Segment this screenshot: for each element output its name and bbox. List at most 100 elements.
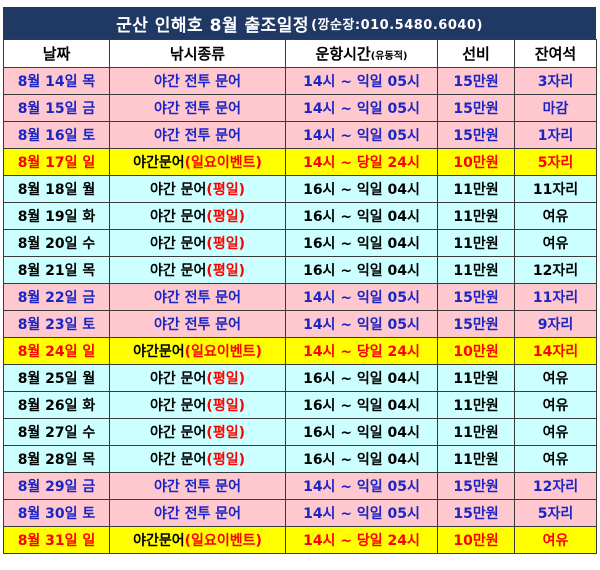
time-cell: 16시 ~ 익일 04시	[285, 391, 438, 419]
time-cell: 16시 ~ 익일 04시	[285, 175, 438, 203]
fishing-type-label: 야간 전투 문어	[153, 290, 242, 306]
date-cell: 8월 24일 일	[3, 337, 110, 365]
header-row: 날짜 낚시종류 운항시간(유동적) 선비 잔여석	[3, 39, 597, 68]
seats-cell: 12자리	[514, 256, 597, 284]
fishing-type-tag: (평일)	[206, 209, 245, 225]
fishing-type-tag: (일요이벤트)	[184, 344, 262, 360]
fishing-type-label: 야간 문어	[150, 263, 207, 279]
fishing-type-cell: 야간 문어(평일)	[109, 391, 286, 419]
fishing-type-tag: (일요이벤트)	[184, 533, 262, 549]
fee-cell: 15만원	[437, 283, 515, 311]
fishing-type-cell: 야간문어(일요이벤트)	[109, 526, 286, 554]
fishing-type-tag: (평일)	[206, 182, 245, 198]
table-row: 8월 24일 일 야간문어(일요이벤트) 14시 ~ 당일 24시 10만원 14자리	[3, 337, 597, 365]
seats-cell: 11자리	[514, 283, 597, 311]
fishing-type-label: 야간 문어	[150, 398, 207, 414]
date-cell: 8월 31일 일	[3, 526, 110, 554]
schedule-sheet: 군산 인해호 8월 출조일정 (깡순장:010.5480.6040) 날짜 낚시…	[3, 7, 597, 554]
date-cell: 8월 27일 수	[3, 418, 110, 446]
table-row: 8월 31일 일 야간문어(일요이벤트) 14시 ~ 당일 24시 10만원 여유	[3, 526, 597, 554]
table-row: 8월 26일 화 야간 문어(평일) 16시 ~ 익일 04시 11만원 여유	[3, 391, 597, 419]
fee-cell: 15만원	[437, 121, 515, 149]
table-row: 8월 21일 목 야간 문어(평일) 16시 ~ 익일 04시 11만원 12자리	[3, 256, 597, 284]
fishing-type-cell: 야간문어(일요이벤트)	[109, 148, 286, 176]
seats-cell: 5자리	[514, 499, 597, 527]
fee-cell: 11만원	[437, 256, 515, 284]
fishing-type-label: 야간문어	[133, 344, 185, 360]
seats-cell: 여유	[514, 391, 597, 419]
fee-cell: 11만원	[437, 391, 515, 419]
fee-cell: 11만원	[437, 364, 515, 392]
fishing-type-cell: 야간 문어(평일)	[109, 256, 286, 284]
fee-cell: 10만원	[437, 337, 515, 365]
fishing-type-cell: 야간 전투 문어	[109, 283, 286, 311]
time-cell: 14시 ~ 당일 24시	[285, 337, 438, 365]
date-cell: 8월 22일 금	[3, 283, 110, 311]
title-text: 군산 인해호 8월 출조일정	[116, 15, 310, 36]
fishing-type-label: 야간 문어	[150, 452, 207, 468]
fishing-type-cell: 야간문어(일요이벤트)	[109, 337, 286, 365]
fishing-type-tag: (평일)	[206, 398, 245, 414]
header-fee: 선비	[437, 39, 515, 68]
fishing-type-cell: 야간 전투 문어	[109, 310, 286, 338]
fishing-type-cell: 야간 전투 문어	[109, 94, 286, 122]
fishing-type-cell: 야간 전투 문어	[109, 499, 286, 527]
table-row: 8월 19일 화 야간 문어(평일) 16시 ~ 익일 04시 11만원 여유	[3, 202, 597, 230]
fishing-type-cell: 야간 전투 문어	[109, 472, 286, 500]
fishing-type-label: 야간문어	[133, 533, 185, 549]
header-time-note: (유동적)	[370, 51, 408, 62]
table-row: 8월 25일 월 야간 문어(평일) 16시 ~ 익일 04시 11만원 여유	[3, 364, 597, 392]
date-cell: 8월 16일 토	[3, 121, 110, 149]
fishing-type-label: 야간 전투 문어	[153, 317, 242, 333]
fishing-type-tag: (평일)	[206, 371, 245, 387]
date-cell: 8월 20일 수	[3, 229, 110, 257]
fishing-type-label: 야간 문어	[150, 182, 207, 198]
time-cell: 14시 ~ 익일 05시	[285, 67, 438, 95]
contact-text: (깡순장:010.5480.6040)	[311, 17, 483, 33]
fishing-type-label: 야간 문어	[150, 209, 207, 225]
fishing-type-tag: (평일)	[206, 425, 245, 441]
date-cell: 8월 29일 금	[3, 472, 110, 500]
fee-cell: 11만원	[437, 445, 515, 473]
time-cell: 16시 ~ 익일 04시	[285, 364, 438, 392]
seats-cell: 14자리	[514, 337, 597, 365]
time-cell: 14시 ~ 익일 05시	[285, 283, 438, 311]
date-cell: 8월 30일 토	[3, 499, 110, 527]
time-cell: 16시 ~ 익일 04시	[285, 256, 438, 284]
fee-cell: 11만원	[437, 202, 515, 230]
seats-cell: 여유	[514, 418, 597, 446]
table-row: 8월 17일 일 야간문어(일요이벤트) 14시 ~ 당일 24시 10만원 5자리	[3, 148, 597, 176]
fishing-type-label: 야간 전투 문어	[153, 479, 242, 495]
fee-cell: 15만원	[437, 310, 515, 338]
fishing-type-tag: (평일)	[206, 236, 245, 252]
fee-cell: 10만원	[437, 148, 515, 176]
table-row: 8월 20일 수 야간 문어(평일) 16시 ~ 익일 04시 11만원 여유	[3, 229, 597, 257]
date-cell: 8월 15일 금	[3, 94, 110, 122]
date-cell: 8월 17일 일	[3, 148, 110, 176]
table-row: 8월 29일 금 야간 전투 문어 14시 ~ 익일 05시 15만원 12자리	[3, 472, 597, 500]
seats-cell: 마감	[514, 94, 597, 122]
fishing-type-tag: (평일)	[206, 452, 245, 468]
time-cell: 16시 ~ 익일 04시	[285, 229, 438, 257]
fishing-type-cell: 야간 문어(평일)	[109, 364, 286, 392]
seats-cell: 여유	[514, 202, 597, 230]
fee-cell: 11만원	[437, 418, 515, 446]
header-type: 낚시종류	[109, 39, 286, 68]
header-time-label: 운항시간	[315, 45, 371, 63]
fishing-type-label: 야간 문어	[150, 371, 207, 387]
table-row: 8월 15일 금 야간 전투 문어 14시 ~ 익일 05시 15만원 마감	[3, 94, 597, 122]
table-row: 8월 30일 토 야간 전투 문어 14시 ~ 익일 05시 15만원 5자리	[3, 499, 597, 527]
time-cell: 14시 ~ 당일 24시	[285, 148, 438, 176]
date-cell: 8월 28일 목	[3, 445, 110, 473]
fee-cell: 10만원	[437, 526, 515, 554]
fishing-type-label: 야간 문어	[150, 425, 207, 441]
seats-cell: 9자리	[514, 310, 597, 338]
seats-cell: 5자리	[514, 148, 597, 176]
seats-cell: 여유	[514, 364, 597, 392]
fee-cell: 11만원	[437, 175, 515, 203]
fishing-type-cell: 야간 문어(평일)	[109, 175, 286, 203]
fishing-type-tag: (일요이벤트)	[184, 155, 262, 171]
seats-cell: 여유	[514, 526, 597, 554]
fee-cell: 15만원	[437, 472, 515, 500]
time-cell: 16시 ~ 익일 04시	[285, 202, 438, 230]
